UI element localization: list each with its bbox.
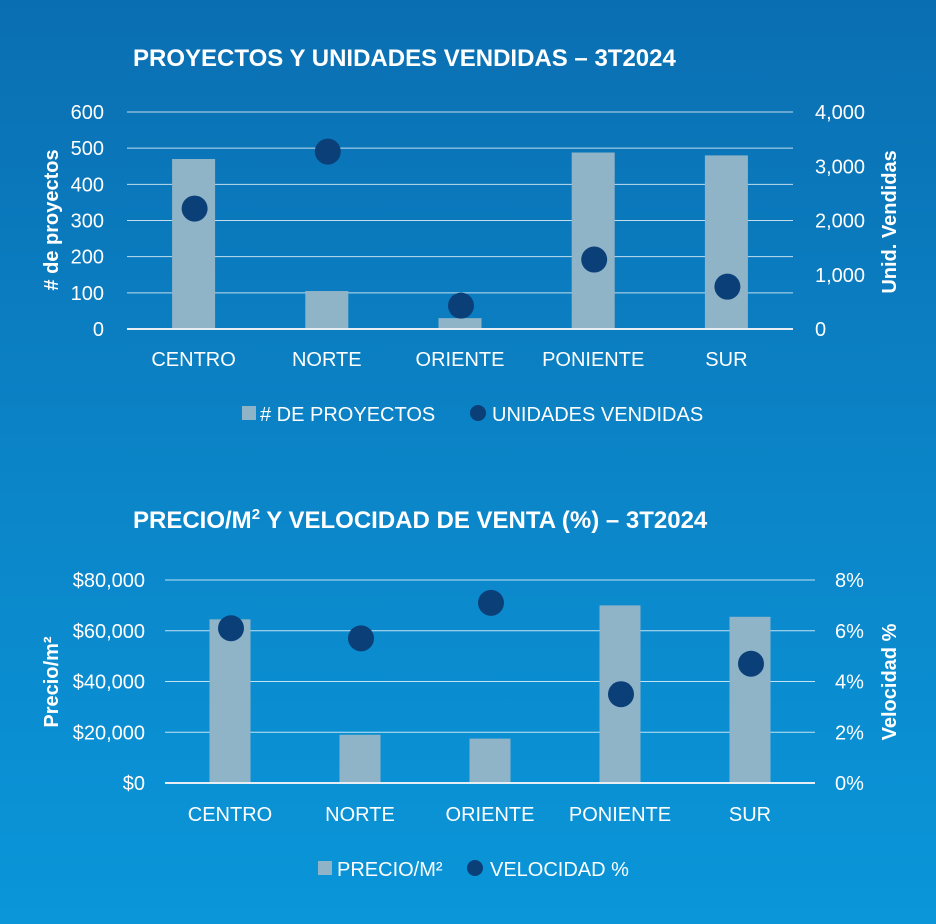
y-tick-label: $20,000 <box>73 722 145 744</box>
y-tick-label: 300 <box>71 211 104 233</box>
bar <box>704 155 748 329</box>
data-point <box>738 650 764 677</box>
x-tick-label: ORIENTE <box>416 349 505 371</box>
x-tick-label: PONIENTE <box>542 349 644 371</box>
y-tick-label: 100 <box>71 283 104 305</box>
bar <box>209 619 251 783</box>
chart-title: PRECIO/M2 Y VELOCIDAD DE VENTA (%) – 3T2… <box>133 506 708 534</box>
legend-label-units: UNIDADES VENDIDAS <box>492 404 703 426</box>
legend-swatch-dot <box>467 860 483 876</box>
x-tick-label: NORTE <box>325 804 395 826</box>
x-tick-label: SUR <box>705 349 747 371</box>
bar <box>438 318 482 329</box>
data-point <box>478 589 504 616</box>
y2-tick-label: 2,000 <box>815 211 865 233</box>
legend-swatch-bar <box>318 861 332 875</box>
x-tick-label: SUR <box>729 804 771 826</box>
y-tick-label: 0 <box>93 319 104 341</box>
y2-tick-label: 8% <box>835 570 864 592</box>
y-tick-label: $80,000 <box>73 570 145 592</box>
y2-axis-title: Unid. Vendidas <box>879 150 901 293</box>
legend-label-velocity: VELOCIDAD % <box>490 859 629 881</box>
y-tick-label: 600 <box>71 102 104 124</box>
chart-title-superscript: 2 <box>252 506 260 523</box>
bar <box>172 159 216 329</box>
y-tick-label: 200 <box>71 247 104 269</box>
bar <box>339 734 381 783</box>
data-point <box>181 195 208 222</box>
bar <box>305 291 349 329</box>
y-axis-title: # de proyectos <box>41 149 63 290</box>
bar <box>469 738 511 783</box>
y-tick-label: $0 <box>123 773 145 795</box>
y2-tick-label: 2% <box>835 722 864 744</box>
chart-title-rest: Y VELOCIDAD DE VENTA (%) – 3T2024 <box>260 507 708 534</box>
y2-tick-label: 6% <box>835 621 864 643</box>
y2-tick-label: 0 <box>815 319 826 341</box>
y-tick-label: $60,000 <box>73 621 145 643</box>
y-axis-title: Precio/m² <box>41 636 63 727</box>
legend: PRECIO/M² VELOCIDAD % <box>318 859 629 881</box>
bar <box>729 616 771 783</box>
projects-units-chart: PROYECTOS Y UNIDADES VENDIDAS – 3T2024 0… <box>41 45 901 426</box>
y2-tick-label: 4,000 <box>815 102 865 124</box>
y-tick-label: 400 <box>71 174 104 196</box>
chart-title-main: PRECIO/M <box>133 507 252 534</box>
y-tick-label: $40,000 <box>73 672 145 694</box>
legend-swatch-bar <box>242 406 256 420</box>
legend-label-projects: # DE PROYECTOS <box>260 404 435 426</box>
data-point <box>581 246 608 273</box>
data-point <box>314 138 341 165</box>
y2-tick-label: 0% <box>835 773 864 795</box>
legend-label-price: PRECIO/M² <box>337 859 443 881</box>
data-point <box>448 292 474 319</box>
data-point <box>218 615 244 642</box>
y2-tick-label: 1,000 <box>815 265 865 287</box>
x-tick-label: NORTE <box>292 349 362 371</box>
y2-axis-title: Velocidad % <box>879 623 901 740</box>
bar <box>571 152 615 329</box>
chart-title: PROYECTOS Y UNIDADES VENDIDAS – 3T2024 <box>133 45 677 72</box>
y2-tick-label: 3,000 <box>815 156 865 178</box>
data-point <box>714 273 741 300</box>
y2-tick-label: 4% <box>835 672 864 694</box>
data-point <box>348 625 374 652</box>
y-tick-label: 500 <box>71 138 104 160</box>
x-tick-label: CENTRO <box>188 804 272 826</box>
data-point <box>608 681 634 708</box>
x-tick-label: PONIENTE <box>569 804 671 826</box>
legend-swatch-dot <box>470 405 486 421</box>
x-tick-label: CENTRO <box>151 349 235 371</box>
x-tick-label: ORIENTE <box>446 804 535 826</box>
legend: # DE PROYECTOS UNIDADES VENDIDAS <box>242 404 703 426</box>
price-velocity-chart: PRECIO/M2 Y VELOCIDAD DE VENTA (%) – 3T2… <box>41 506 901 881</box>
